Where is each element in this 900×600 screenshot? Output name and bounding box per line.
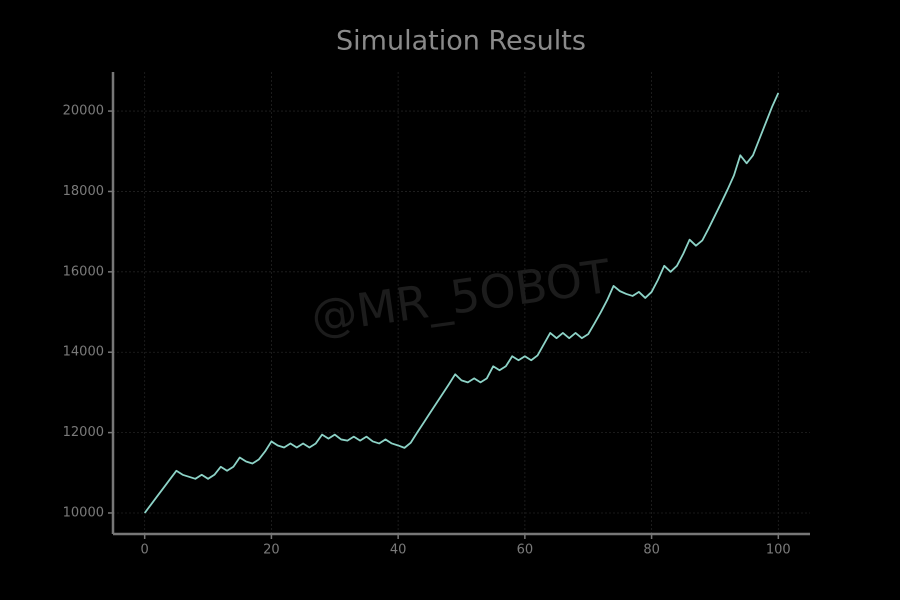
y-tick-label: 18000 [63, 184, 104, 199]
y-tick-label: 20000 [63, 104, 104, 119]
x-tick-label: 60 [517, 543, 534, 558]
x-tick-label: 20 [263, 543, 280, 558]
y-tick-label: 16000 [63, 264, 104, 279]
y-tick-label: 12000 [63, 425, 104, 440]
x-tick-label: 40 [390, 543, 407, 558]
chart-title: Simulation Results [336, 26, 586, 57]
line-series [143, 92, 780, 514]
x-tick-label: 100 [766, 543, 791, 558]
x-tick-label: 80 [643, 543, 660, 558]
y-tick-label: 14000 [63, 345, 104, 360]
x-tick-label: 0 [141, 543, 149, 558]
y-tick-label: 10000 [63, 505, 104, 520]
